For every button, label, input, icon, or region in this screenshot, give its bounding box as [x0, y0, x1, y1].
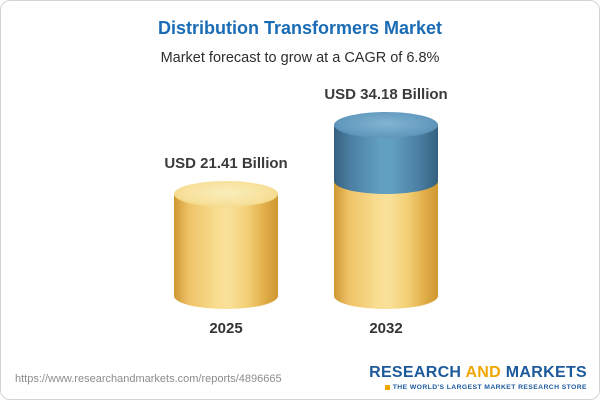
cylinder-top-ellipse-yellow	[174, 180, 278, 207]
logo-tagline: THE WORLD'S LARGEST MARKET RESEARCH STOR…	[369, 384, 587, 391]
research-and-markets-logo: RESEARCH AND MARKETS THE WORLD'S LARGEST…	[369, 365, 587, 392]
chart-title: Distribution Transformers Market	[157, 18, 443, 38]
logo-word-and: AND	[465, 364, 502, 381]
cylinder-bar-2025	[174, 180, 278, 309]
value-label-2025: USD 21.41 Billion	[164, 154, 288, 172]
value-label-2032: USD 34.18 Billion	[324, 86, 448, 104]
cylinder-bar-2032-base-segment	[334, 180, 438, 309]
footer: https://www.researchandmarkets.com/repor…	[15, 365, 587, 392]
cylinder-bar-2032-growth-segment	[334, 112, 438, 194]
logo-wordmark: RESEARCH AND MARKETS	[369, 365, 587, 381]
logo-word-markets: MARKETS	[505, 364, 587, 381]
logo-accent-square-icon	[384, 385, 390, 390]
logo-word-research: RESEARCH	[369, 364, 462, 381]
logo-tagline-text: THE WORLD'S LARGEST MARKET RESEARCH STOR…	[392, 384, 587, 391]
report-url: https://www.researchandmarkets.com/repor…	[15, 373, 282, 385]
chart-subtitle: Market forecast to grow at a CAGR of 6.8…	[160, 50, 440, 66]
x-axis-label-2025: 2025	[209, 320, 243, 337]
cylinder-top-ellipse-blue	[334, 112, 438, 139]
x-axis-label-2032: 2032	[369, 320, 403, 337]
